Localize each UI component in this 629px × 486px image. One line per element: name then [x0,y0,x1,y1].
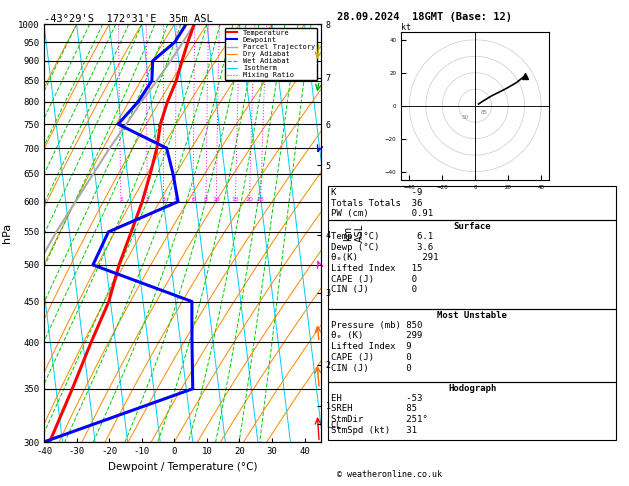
Text: SREH          85: SREH 85 [331,404,418,414]
Text: 15: 15 [231,197,239,202]
Text: CAPE (J)      0: CAPE (J) 0 [331,353,412,362]
Text: kt: kt [401,22,411,32]
Text: PW (cm)        0.91: PW (cm) 0.91 [331,209,433,219]
Text: 28.09.2024  18GMT (Base: 12): 28.09.2024 18GMT (Base: 12) [337,12,511,22]
Text: 6: 6 [191,197,195,202]
Text: θₑ(K)            291: θₑ(K) 291 [331,253,439,262]
Text: StmDir        251°: StmDir 251° [331,415,428,424]
Text: 2: 2 [145,197,149,202]
Text: Most Unstable: Most Unstable [437,311,508,320]
Text: K              -9: K -9 [331,188,423,197]
Text: CIN (J)        0: CIN (J) 0 [331,285,418,295]
Text: 50: 50 [462,115,469,120]
Y-axis label: km
ASL: km ASL [343,224,365,243]
Text: 10: 10 [213,197,220,202]
Text: 1: 1 [119,197,123,202]
Text: 85: 85 [480,110,487,115]
Text: CAPE (J)       0: CAPE (J) 0 [331,275,418,284]
Text: EH            -53: EH -53 [331,394,423,403]
Text: Hodograph: Hodograph [448,384,496,393]
Text: CIN (J)       0: CIN (J) 0 [331,364,412,373]
Y-axis label: hPa: hPa [2,223,12,243]
Text: 4: 4 [174,197,177,202]
Text: Lifted Index   15: Lifted Index 15 [331,264,423,273]
Text: -43°29'S  172°31'E  35m ASL: -43°29'S 172°31'E 35m ASL [44,14,213,23]
Text: θₑ (K)        299: θₑ (K) 299 [331,331,423,341]
Text: 25: 25 [257,197,265,202]
Text: Dewp (°C)       3.6: Dewp (°C) 3.6 [331,243,433,252]
X-axis label: Dewpoint / Temperature (°C): Dewpoint / Temperature (°C) [108,462,257,472]
Text: Pressure (mb) 850: Pressure (mb) 850 [331,321,423,330]
Text: Lifted Index  9: Lifted Index 9 [331,342,412,351]
Text: StmSpd (kt)   31: StmSpd (kt) 31 [331,426,418,435]
Legend: Temperature, Dewpoint, Parcel Trajectory, Dry Adiabat, Wet Adiabat, Isotherm, Mi: Temperature, Dewpoint, Parcel Trajectory… [225,28,317,80]
Text: 8: 8 [204,197,208,202]
Text: Totals Totals  36: Totals Totals 36 [331,199,423,208]
Text: 3: 3 [162,197,165,202]
Text: Temp (°C)       6.1: Temp (°C) 6.1 [331,232,433,241]
Text: © weatheronline.co.uk: © weatheronline.co.uk [337,469,442,479]
Text: 20: 20 [245,197,253,202]
Text: Surface: Surface [454,222,491,231]
